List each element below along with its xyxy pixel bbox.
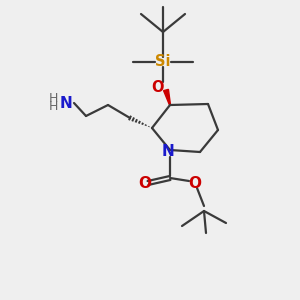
Text: Si: Si — [155, 55, 171, 70]
Text: H: H — [49, 92, 58, 104]
Text: N: N — [59, 95, 72, 110]
Text: O: O — [152, 80, 164, 94]
Text: H: H — [49, 100, 58, 113]
Text: O: O — [188, 176, 202, 190]
Text: O: O — [139, 176, 152, 190]
Text: N: N — [162, 143, 174, 158]
Polygon shape — [164, 89, 170, 105]
